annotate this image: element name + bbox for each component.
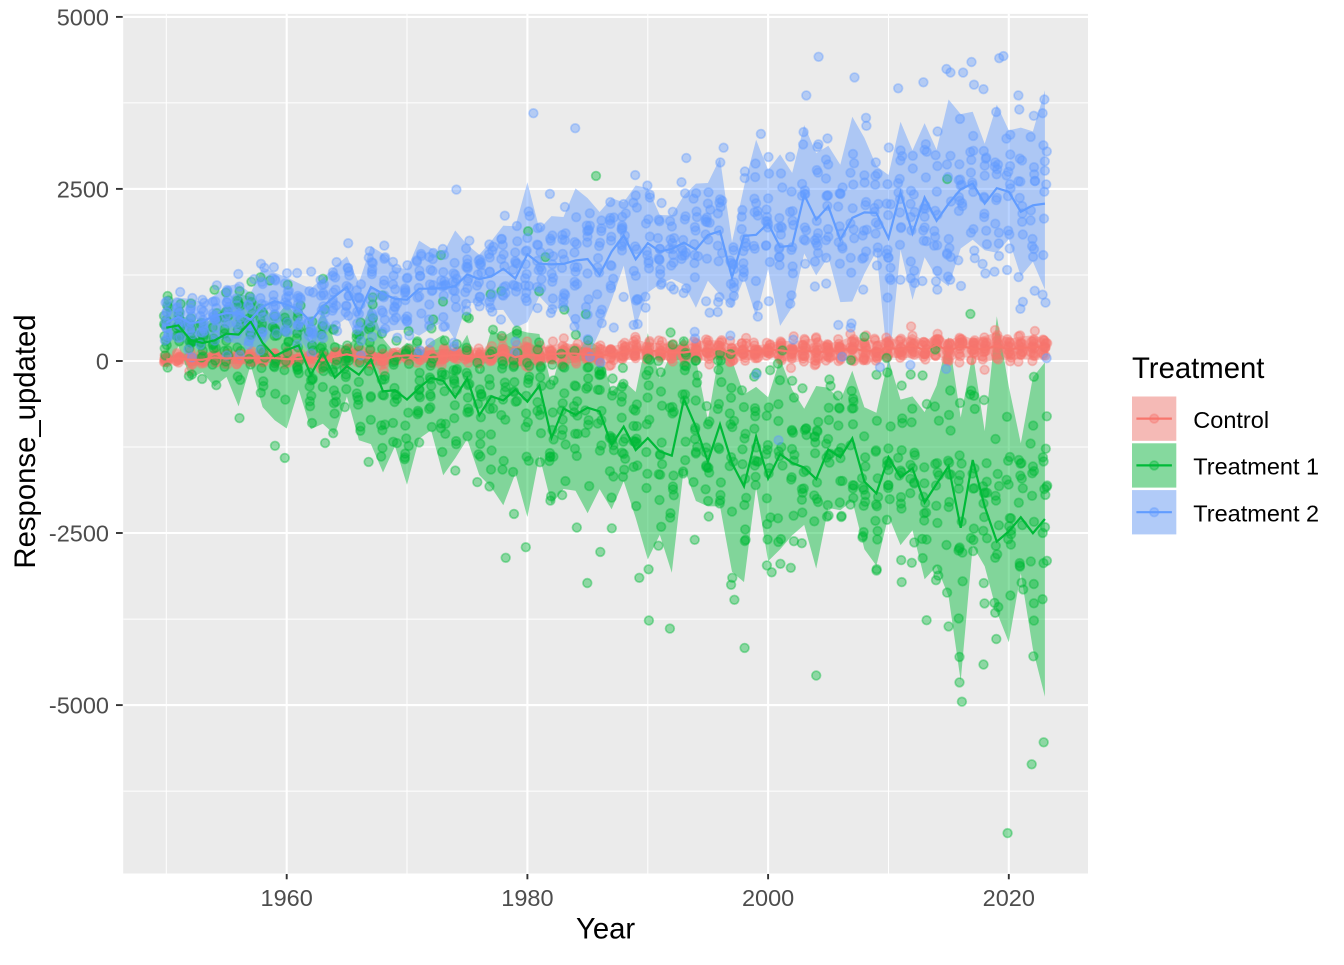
svg-text:-2500: -2500: [49, 521, 109, 547]
svg-text:2000: 2000: [742, 885, 794, 911]
svg-text:2500: 2500: [57, 177, 109, 203]
svg-text:Treatment 1: Treatment 1: [1193, 454, 1319, 480]
svg-text:1980: 1980: [501, 885, 553, 911]
svg-text:-5000: -5000: [49, 693, 109, 719]
svg-text:2020: 2020: [983, 885, 1035, 911]
svg-text:Treatment 2: Treatment 2: [1193, 501, 1319, 527]
svg-text:Year: Year: [576, 913, 635, 946]
svg-text:1960: 1960: [261, 885, 313, 911]
svg-text:5000: 5000: [57, 5, 109, 31]
svg-text:Response_updated: Response_updated: [9, 314, 42, 568]
svg-text:Control: Control: [1193, 407, 1269, 433]
svg-text:0: 0: [96, 349, 109, 375]
svg-text:Treatment: Treatment: [1132, 352, 1264, 385]
